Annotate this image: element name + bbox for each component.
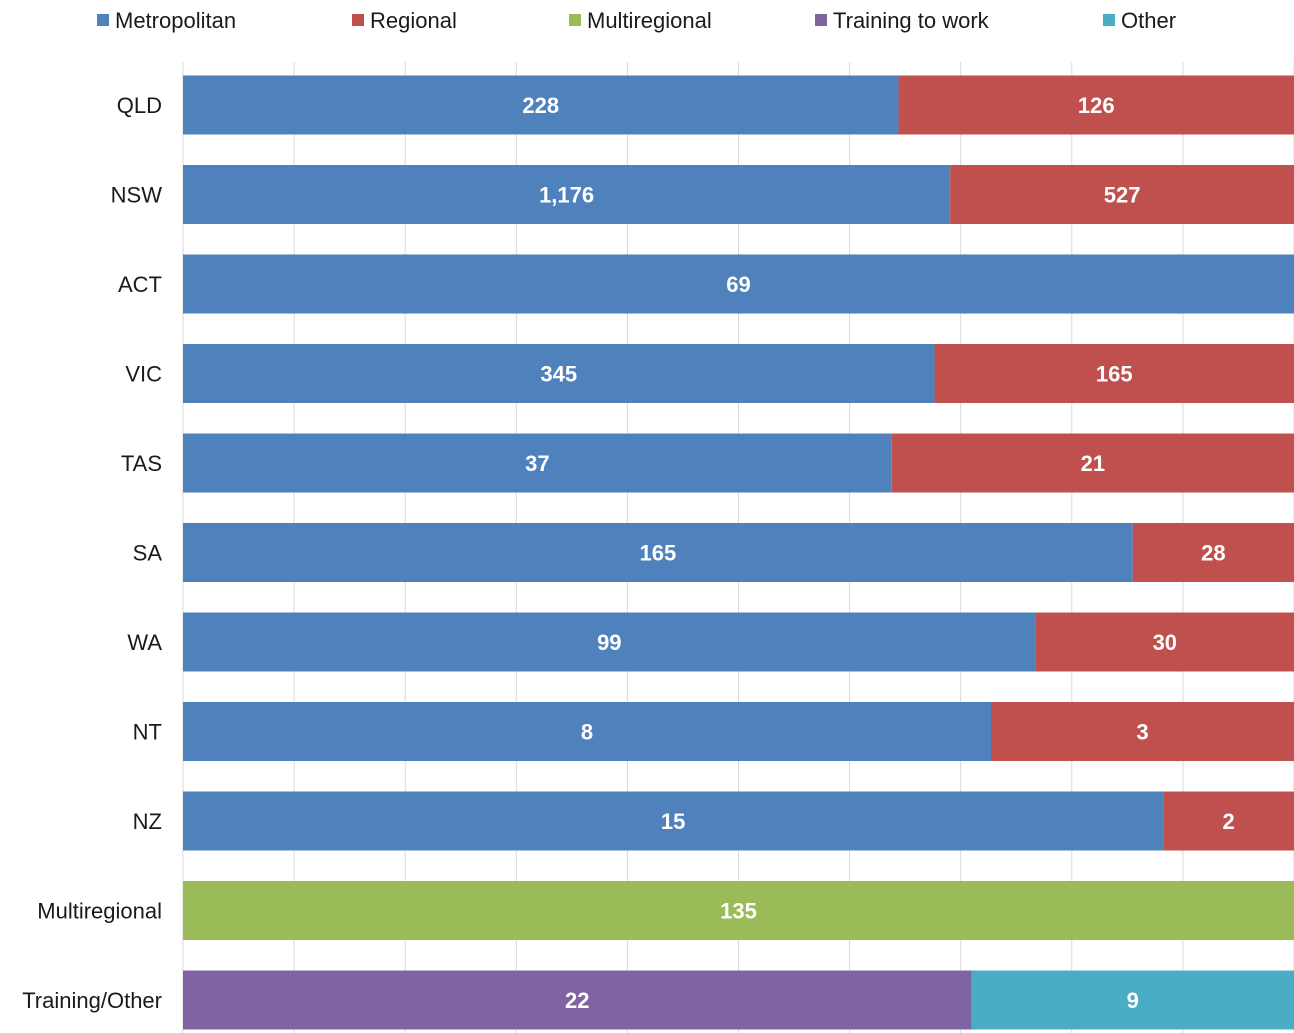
data-label: 15 [661,809,685,834]
bar-segment-regional: 165 [934,344,1294,403]
data-label: 165 [640,541,677,566]
bar-segment-metropolitan: 99 [183,612,1036,672]
bar [183,254,1294,314]
bar-segment-metropolitan: 1,176 [183,165,951,224]
legend-item-regional: Regional [352,8,457,33]
legend-swatch [569,14,581,26]
bar [183,344,935,403]
category-label: Multiregional [37,899,162,924]
category-label: ACT [118,272,162,297]
category-label: QLD [117,93,162,118]
data-label: 30 [1153,630,1177,655]
data-label: 28 [1201,541,1225,566]
data-label: 135 [720,899,757,924]
legend-swatch [97,14,109,26]
bar [1163,791,1294,851]
data-label: 527 [1104,183,1141,208]
data-label: 228 [522,93,559,118]
bar [183,881,1294,940]
bar-segment-regional: 3 [991,702,1294,761]
data-label: 22 [565,988,589,1013]
bar-segment-other: 9 [971,970,1294,1030]
legend-label: Training to work [833,8,990,33]
legend: Metropolitan Regional Multiregional Trainin… [97,8,1176,33]
bar [183,791,1164,851]
data-label: 1,176 [539,183,594,208]
bar [183,523,1133,582]
data-label: 165 [1096,362,1133,387]
bar-segment-regional: 30 [1035,612,1294,672]
category-label: WA [127,630,162,655]
bar [891,433,1294,493]
data-label: 9 [1127,988,1139,1013]
data-label: 8 [581,720,593,745]
bar-segment-metropolitan: 37 [183,433,892,493]
bar [950,165,1294,224]
bar-segment-multiregional: 135 [183,881,1294,940]
data-label: 126 [1078,93,1115,118]
bar [183,433,892,493]
bar-segment-metropolitan: 165 [183,523,1133,582]
legend-swatch [352,14,364,26]
bar-segment-metropolitan: 228 [183,75,899,135]
bar [183,970,972,1030]
bar-segment-metropolitan: 15 [183,791,1164,851]
bar [934,344,1294,403]
legend-swatch [815,14,827,26]
bar [183,165,951,224]
bar-segment-regional: 28 [1132,523,1294,582]
legend-swatch [1103,14,1115,26]
bar-segment-metropolitan: 345 [183,344,935,403]
category-label: NT [133,720,162,745]
category-label: VIC [125,362,162,387]
bar [1132,523,1294,582]
bar-segment-regional: 126 [898,75,1294,135]
legend-label: Multiregional [587,8,712,33]
legend-label: Other [1121,8,1176,33]
data-label: 345 [540,362,577,387]
category-label: Training/Other [22,988,162,1013]
legend-label: Metropolitan [115,8,236,33]
bar [183,612,1036,672]
data-label: 2 [1223,809,1235,834]
bar [183,702,991,761]
legend-item-other: Other [1103,8,1176,33]
legend-item-multiregional: Multiregional [569,8,712,33]
bar-segment-regional: 21 [891,433,1294,493]
legend-item-metropolitan: Metropolitan [97,8,236,33]
bar-segment-training-to-work: 22 [183,970,972,1030]
bar [1035,612,1294,672]
bar [183,75,899,135]
category-label: NZ [133,809,162,834]
category-labels: QLD NSW ACT VIC TAS SA WA NT NZ Multiregional Trai… [22,93,162,1013]
legend-item-training-to-work: Training to work [815,8,990,33]
bar-segment-metropolitan: 8 [183,702,991,761]
bar [898,75,1294,135]
bar-segment-regional: 2 [1163,791,1294,851]
data-label: 21 [1081,451,1105,476]
data-label: 99 [597,630,621,655]
bar [991,702,1294,761]
category-label: TAS [121,451,162,476]
legend-label: Regional [370,8,457,33]
data-label: 37 [525,451,549,476]
bar [971,970,1294,1030]
category-label: NSW [111,183,163,208]
data-label: 3 [1136,720,1148,745]
bar-segment-regional: 527 [950,165,1294,224]
category-label: SA [133,541,163,566]
bar-segment-metropolitan: 69 [183,254,1294,314]
data-label: 69 [726,272,750,297]
bars: 228 126 1,176 527 69 345 165 37 21 165 28 99 30 8 3 15 2… [183,75,1294,1030]
